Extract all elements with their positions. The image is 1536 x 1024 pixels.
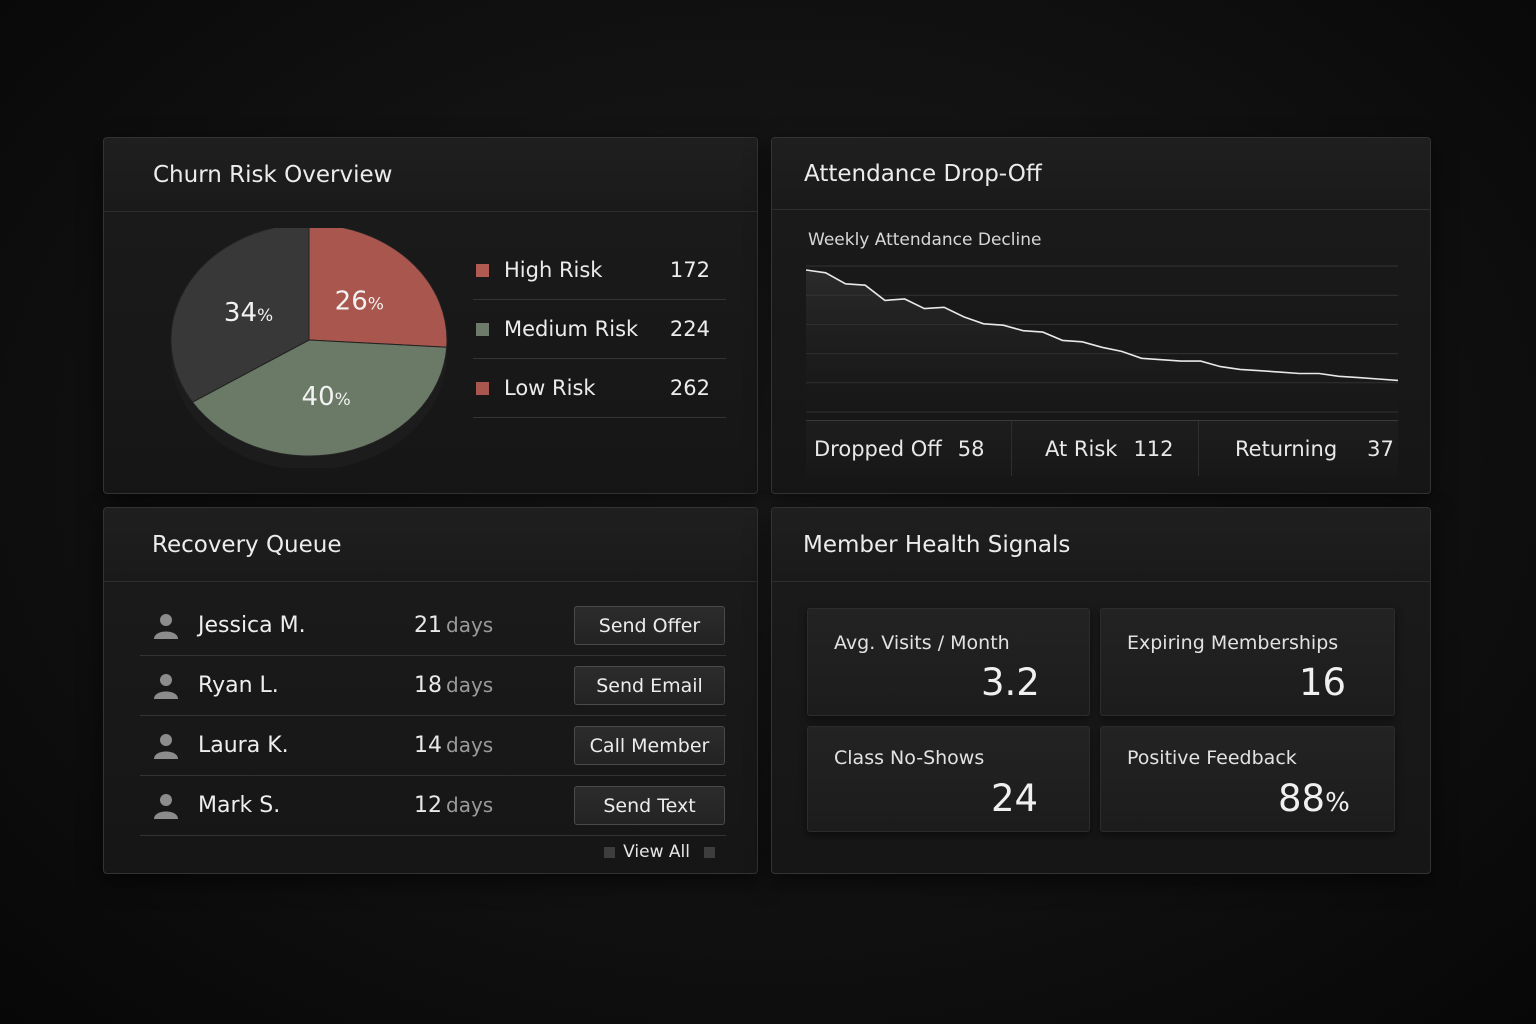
- chart-title: Weekly Attendance Decline: [808, 230, 1042, 250]
- stat-label: At Risk: [1045, 436, 1118, 461]
- attendance-area: [806, 270, 1398, 412]
- tile-label: Positive Feedback: [1127, 747, 1297, 769]
- legend-value: 224: [669, 317, 710, 341]
- stat-label: Returning: [1235, 436, 1338, 461]
- churn-pie-chart: 26% 40% 34%: [170, 228, 448, 468]
- member-name: Ryan L.: [198, 673, 279, 698]
- attendance-panel: Attendance Drop-Off Weekly Attendance De…: [771, 137, 1431, 494]
- stat-divider: [1198, 421, 1199, 476]
- stat-value: 37: [1367, 436, 1394, 461]
- list-item: Laura K. 14 days Call Member: [140, 716, 726, 776]
- legend-item-medium-risk: Medium Risk 224: [473, 300, 726, 359]
- send-text-button[interactable]: Send Text: [574, 786, 725, 825]
- view-all-label: View All: [623, 842, 690, 862]
- user-icon: [154, 733, 178, 759]
- pie-slice-label: 40%: [302, 382, 351, 412]
- member-name: Mark S.: [198, 793, 281, 818]
- stat-value: 112: [1133, 436, 1174, 461]
- stat-returning: Returning 37: [1199, 421, 1397, 476]
- square-icon: [604, 846, 616, 858]
- tile-value: 16: [1299, 661, 1347, 704]
- pie-slice-0: [308, 228, 448, 348]
- legend-swatch-low: [476, 381, 489, 395]
- tile-expiring-memberships: Expiring Memberships 16: [1100, 608, 1395, 716]
- user-icon: [154, 793, 178, 819]
- user-icon: [154, 613, 178, 639]
- tile-positive-feedback: Positive Feedback 88%: [1100, 726, 1395, 832]
- send-offer-button[interactable]: Send Offer: [574, 606, 725, 645]
- churn-panel-title: Churn Risk Overview: [104, 138, 757, 212]
- pie-slice-1: [191, 339, 448, 457]
- churn-legend: High Risk 172 Medium Risk 224 Low Risk 2…: [473, 241, 726, 418]
- days-inactive: 12 days: [414, 793, 494, 818]
- square-icon: [704, 846, 715, 858]
- pie-slice-label: 34%: [224, 298, 273, 328]
- pie-slice-label: 26%: [335, 286, 384, 316]
- legend-item-low-risk: Low Risk 262: [473, 359, 726, 418]
- legend-swatch-medium: [476, 322, 489, 336]
- send-email-button[interactable]: Send Email: [574, 666, 725, 705]
- legend-swatch-high: [476, 263, 489, 277]
- tile-value: 3.2: [981, 661, 1040, 704]
- tile-label: Expiring Memberships: [1127, 632, 1339, 654]
- attendance-line-chart: [806, 265, 1398, 413]
- health-panel-title: Member Health Signals: [772, 508, 1430, 582]
- view-all-link[interactable]: View All: [604, 842, 715, 862]
- recovery-queue-panel: Recovery Queue Jessica M. 21 days Send Of…: [103, 507, 758, 874]
- legend-label: Low Risk: [504, 376, 596, 400]
- recovery-panel-title: Recovery Queue: [104, 508, 757, 582]
- legend-label: High Risk: [504, 258, 603, 282]
- stat-at-risk: At Risk 112: [1012, 421, 1198, 476]
- stat-dropped-off: Dropped Off 58: [806, 421, 1011, 476]
- tile-value: 24: [991, 777, 1039, 820]
- stat-divider: [1011, 421, 1012, 476]
- tile-label: Class No-Shows: [834, 747, 985, 769]
- attendance-panel-title: Attendance Drop-Off: [772, 138, 1430, 210]
- pie-slice-2: [170, 228, 310, 403]
- list-item: Mark S. 12 days Send Text: [140, 776, 726, 836]
- member-health-panel: Member Health Signals Avg. Visits / Mont…: [771, 507, 1431, 874]
- tile-class-no-shows: Class No-Shows 24: [807, 726, 1090, 832]
- member-name: Jessica M.: [198, 613, 306, 638]
- days-inactive: 14 days: [414, 733, 494, 758]
- tile-value: 88%: [1278, 777, 1350, 820]
- legend-value: 262: [669, 376, 710, 400]
- legend-item-high-risk: High Risk 172: [473, 241, 726, 300]
- call-member-button[interactable]: Call Member: [574, 726, 725, 765]
- legend-label: Medium Risk: [504, 317, 639, 341]
- member-name: Laura K.: [198, 733, 289, 758]
- user-icon: [154, 673, 178, 699]
- recovery-list: Jessica M. 21 days Send Offer Ryan L. 18 d…: [140, 596, 726, 836]
- list-item: Jessica M. 21 days Send Offer: [140, 596, 726, 656]
- attendance-stats: Dropped Off 58 At Risk 112 Returning 37: [806, 420, 1398, 476]
- days-inactive: 18 days: [414, 673, 494, 698]
- stat-label: Dropped Off: [814, 436, 942, 461]
- days-inactive: 21 days: [414, 613, 494, 638]
- tile-label: Avg. Visits / Month: [834, 632, 1010, 654]
- stat-value: 58: [957, 436, 985, 461]
- list-item: Ryan L. 18 days Send Email: [140, 656, 726, 716]
- tile-avg-visits: Avg. Visits / Month 3.2: [807, 608, 1090, 716]
- attendance-series-line: [806, 269, 1398, 382]
- legend-value: 172: [669, 258, 710, 282]
- churn-risk-panel: Churn Risk Overview 26% 40% 34% High Risk …: [103, 137, 758, 494]
